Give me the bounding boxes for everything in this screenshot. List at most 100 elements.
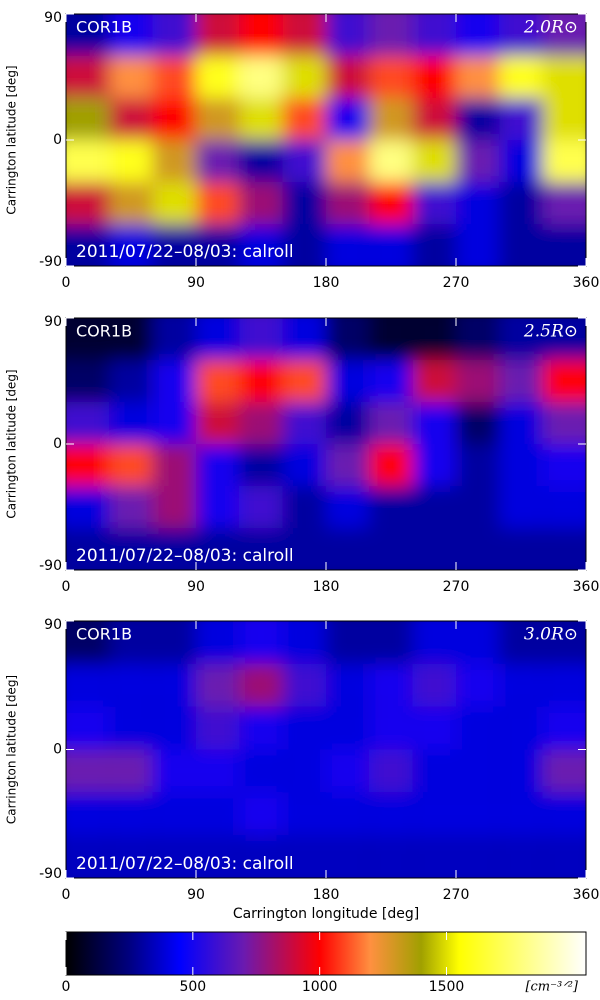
heat-cell [456,835,500,878]
heat-cell [152,792,196,836]
x-tick-label: 0 [62,275,71,291]
heat-cell [412,444,456,486]
heat-cell [152,98,196,140]
heat-cell [326,528,370,570]
heat-cell [66,402,110,444]
heat-cell [499,182,543,224]
heat-cell [456,402,500,444]
heat-cell [196,835,240,878]
heat-cell [109,663,153,707]
heat-cell [369,621,413,664]
heat-cell [282,56,326,98]
heat-cell [456,528,500,570]
heat-cell [152,182,196,224]
heat-cell [456,318,500,360]
heat-cell [239,663,283,707]
heat-cell [152,444,196,486]
heat-cell [542,140,586,182]
panel-subtitle: 2.0R⊙ [523,18,578,38]
heat-cell [196,792,240,836]
heat-cell [326,14,370,56]
x-tick-label: 0 [62,887,71,903]
heat-cell [109,402,153,444]
heat-cell [456,56,500,98]
heat-cell [499,224,543,266]
y-tick-label: -90 [39,866,62,882]
heatmap [66,14,586,266]
heat-cell [542,486,586,528]
heat-cell [196,98,240,140]
y-tick-label: 90 [44,314,62,330]
heat-cell [152,56,196,98]
heat-cell [196,749,240,793]
heatmap [66,621,586,878]
heat-cell [456,98,500,140]
heat-cell [542,360,586,402]
heat-cell [152,663,196,707]
heat-cell [326,98,370,140]
colorbar-tick-label: 0 [62,979,71,995]
heat-cell [369,140,413,182]
heat-cell [542,444,586,486]
panel-annotation: 2011/07/22–08/03: calroll [76,546,294,566]
heat-cell [152,318,196,360]
heat-cell [109,444,153,486]
heat-cell [282,360,326,402]
heat-cell [282,835,326,878]
heat-cell [282,749,326,793]
heat-cell [239,182,283,224]
heat-cell [66,835,110,878]
heat-cell [326,182,370,224]
heat-cell [499,98,543,140]
heat-cell [369,56,413,98]
heat-cell [152,749,196,793]
y-axis-label: Carrington latitude [deg] [5,65,19,214]
heat-cell [239,14,283,56]
heat-cell [196,663,240,707]
panel-title: COR1B [76,322,132,341]
heatmap-clip [66,318,586,570]
heat-cell [66,360,110,402]
heat-cell [66,224,110,266]
heat-cell [109,528,153,570]
heat-cell [456,792,500,836]
heat-cell [282,621,326,664]
x-tick-label: 270 [443,579,470,595]
heat-cell [282,14,326,56]
heat-cell [369,749,413,793]
heat-cell [326,140,370,182]
heat-cell [196,528,240,570]
heat-cell [326,486,370,528]
heat-cell [109,835,153,878]
heat-cell [412,749,456,793]
heat-cell [326,663,370,707]
heat-cell [282,528,326,570]
heat-cell [282,182,326,224]
colorbar-tick-label: 500 [179,979,206,995]
heat-cell [456,360,500,402]
heat-cell [326,444,370,486]
heatmap-clip [66,14,586,266]
heat-cell [369,444,413,486]
panel-subtitle: 2.5R⊙ [523,322,578,342]
heat-cell [109,140,153,182]
heat-cell [282,486,326,528]
heat-cell [66,621,110,664]
heat-cell [412,182,456,224]
heat-cell [109,792,153,836]
heat-cell [412,140,456,182]
heat-cell [282,140,326,182]
heat-cell [499,749,543,793]
x-tick-label: 270 [443,275,470,291]
heat-cell [499,14,543,56]
heat-cell [66,663,110,707]
x-tick-label: 180 [313,887,340,903]
heat-cell [282,706,326,750]
heat-cell [369,182,413,224]
x-tick-label: 180 [313,579,340,595]
heat-cell [369,486,413,528]
heat-cell [369,835,413,878]
y-tick-label: 90 [44,10,62,26]
heat-cell [239,749,283,793]
